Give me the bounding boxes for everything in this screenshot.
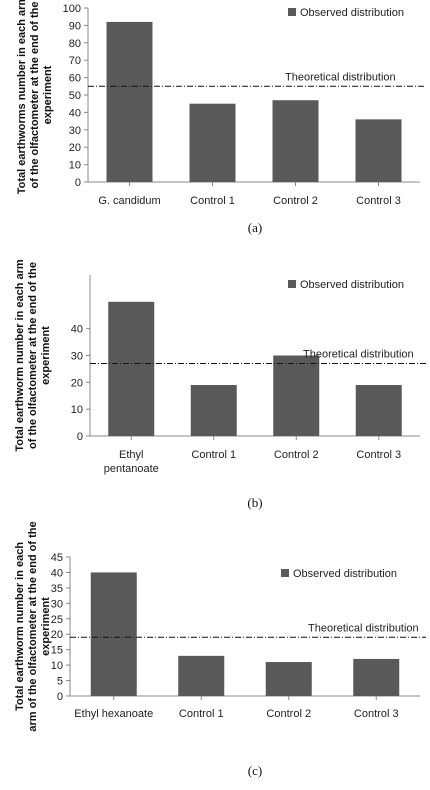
bar [353, 658, 400, 696]
chart-panel-1: 0 10 20 30 40 50 60 70 80 90 100 G. candidum Control… [16, 0, 426, 235]
y-axis-title: Total earthworm number in eacharm of the… [14, 521, 52, 731]
bar [178, 655, 225, 696]
legend-swatch [281, 569, 289, 577]
y-tick-label: 80 [69, 38, 81, 50]
panel-label: (c) [248, 763, 262, 778]
bar [190, 385, 237, 436]
y-tick-label: 100 [63, 3, 81, 15]
y-tick-label: 20 [69, 142, 81, 154]
y-tick-label: 20 [71, 377, 83, 389]
y-tick-label: 45 [51, 552, 63, 564]
y-tick-label: 20 [51, 629, 63, 641]
legend-label: Observed distribution [300, 7, 404, 19]
x-category-label: Control 2 [266, 708, 311, 720]
legend-label: Observed distribution [293, 568, 397, 580]
y-tick-label: 15 [51, 645, 63, 657]
bar [189, 103, 236, 182]
y-tick-label: 50 [69, 90, 81, 102]
bar [265, 662, 312, 696]
y-axis-title: Total earthworms number in each armof th… [16, 0, 54, 194]
y-tick-label: 30 [69, 125, 81, 137]
bar [355, 385, 402, 436]
x-category-label: G. candidum [98, 195, 160, 207]
theoretical-label: Theoretical distribution [308, 622, 419, 634]
x-category-label: Ethyl [119, 449, 143, 461]
x-category-label: Control 1 [190, 195, 235, 207]
panel-label: (b) [247, 495, 262, 510]
legend-swatch [288, 280, 296, 288]
y-tick-label: 30 [71, 351, 83, 363]
y-tick-label: 0 [75, 177, 81, 189]
chart-panel-3: 0 5 10 15 20 25 30 35 40 45 Ethyl hexanoate Control… [14, 521, 426, 778]
y-tick-label: 5 [57, 676, 63, 688]
bar [90, 572, 137, 696]
x-category-label: Ethyl hexanoate [74, 708, 153, 720]
y-tick-label: 25 [51, 614, 63, 626]
y-tick-label: 70 [69, 55, 81, 67]
x-category-label: Control 1 [191, 449, 236, 461]
y-tick-label: 0 [77, 431, 83, 443]
chart-panel-2: 0 10 20 30 40 Ethyl pentanoate Control 1 Control… [14, 259, 426, 510]
legend-swatch [288, 8, 296, 16]
x-category-label: pentanoate [104, 463, 159, 475]
theoretical-label: Theoretical distribution [303, 349, 414, 361]
bar [106, 21, 153, 183]
x-category-label: Control 1 [179, 708, 224, 720]
y-tick-label: 10 [69, 160, 81, 172]
bar [273, 355, 320, 436]
y-tick-label: 40 [71, 324, 83, 336]
x-category-label: Control 3 [356, 195, 401, 207]
x-category-label: Control 2 [274, 449, 319, 461]
y-tick-label: 40 [51, 567, 63, 579]
bar [108, 301, 155, 436]
y-tick-label: 60 [69, 73, 81, 85]
y-tick-label: 90 [69, 20, 81, 32]
x-category-label: Control 3 [356, 449, 401, 461]
bar [355, 119, 402, 182]
y-tick-label: 40 [69, 107, 81, 119]
panel-label: (a) [248, 220, 262, 235]
legend-label: Observed distribution [300, 279, 404, 291]
y-axis-title: Total earthworm number in each armof the… [14, 259, 52, 452]
y-tick-label: 0 [57, 691, 63, 703]
y-tick-label: 35 [51, 583, 63, 595]
y-tick-label: 10 [51, 660, 63, 672]
x-category-label: Control 2 [273, 195, 318, 207]
theoretical-label: Theoretical distribution [285, 71, 396, 83]
bar [272, 100, 319, 182]
y-tick-label: 30 [51, 598, 63, 610]
y-tick-label: 10 [71, 404, 83, 416]
x-category-label: Control 3 [354, 708, 399, 720]
